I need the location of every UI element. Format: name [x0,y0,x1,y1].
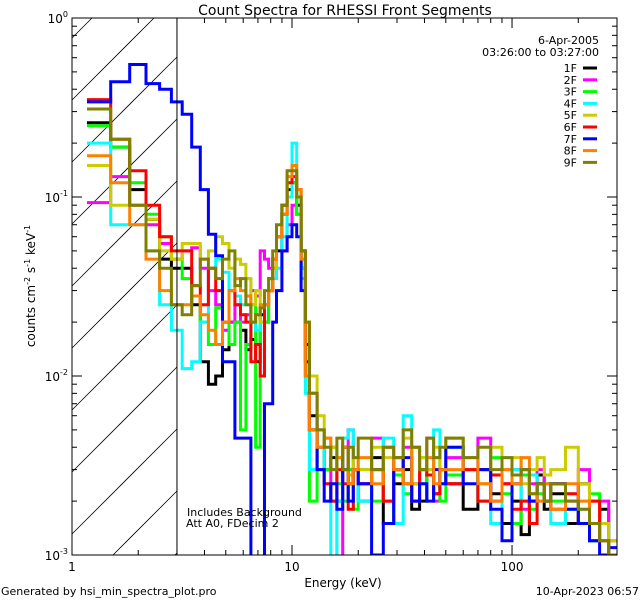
hatch-line [112,490,178,556]
hatch-line [71,366,178,473]
hatch-line [71,118,178,225]
y-tick-label: 10-3 [45,547,68,563]
y-tick-base: 10 [45,549,60,563]
y-label-part: s [24,267,38,277]
footer-timestamp: 10-Apr-2023 06:57 [536,585,639,598]
hatch-line [71,17,93,39]
y-tick-base: 10 [48,12,63,26]
y-tick-exponent: -2 [60,368,68,377]
hatch-line [71,304,178,411]
y-tick-label: 10-2 [45,368,68,384]
hatch-line [71,180,178,287]
y-tick-exponent: -1 [60,189,68,198]
series-8F [87,154,617,555]
legend-label-5F: 5F [564,109,577,122]
y-label-part: counts cm [24,285,38,347]
legend-label-4F: 4F [564,97,577,110]
legend-label-8F: 8F [564,145,577,158]
y-label-exp: -2 [23,277,32,285]
annotation-attenuator: Att A0, FDecim 2 [186,517,279,530]
legend-label-2F: 2F [564,74,577,87]
x-tick-label: 100 [501,560,524,574]
hatch-line [71,17,155,101]
y-tick-base: 10 [45,370,60,384]
x-tick-label: 10 [284,560,299,574]
series-9F [87,107,617,555]
legend-label-3F: 3F [564,86,577,99]
x-axis-label: Energy (keV) [304,576,381,590]
legend-label-9F: 9F [564,156,577,169]
legend-label-7F: 7F [564,133,577,146]
legend-label-1F: 1F [564,62,577,75]
x-tick-labels: 1 10 100 [68,560,523,574]
plot-frame [71,17,618,556]
y-tick-base: 10 [45,191,60,205]
y-tick-label: 10-1 [45,189,68,205]
date-label: 6-Apr-2005 [538,34,599,47]
y-label-exp: -1 [23,225,32,233]
y-label-part: keV [24,232,38,259]
footer-generated-by: Generated by hsi_min_spectra_plot.pro [1,585,217,598]
series-group [87,63,617,555]
chart-title: Count Spectra for RHESSI Front Segments [198,3,492,19]
axis-ticks [71,17,618,556]
y-label-exp: -1 [23,259,32,267]
hatch-line [71,428,178,535]
y-tick-exponent: -3 [60,547,68,556]
annotation-background: Includes Background [187,506,302,519]
y-tick-exponent: 0 [63,10,68,19]
time-range-label: 03:26:00 to 03:27:00 [482,46,599,59]
legend-label-6F: 6F [564,121,577,134]
y-tick-label: 100 [48,10,68,26]
y-axis-label: counts cm-2 s-1 keV-1 [23,225,38,347]
x-tick-label: 1 [68,560,76,574]
